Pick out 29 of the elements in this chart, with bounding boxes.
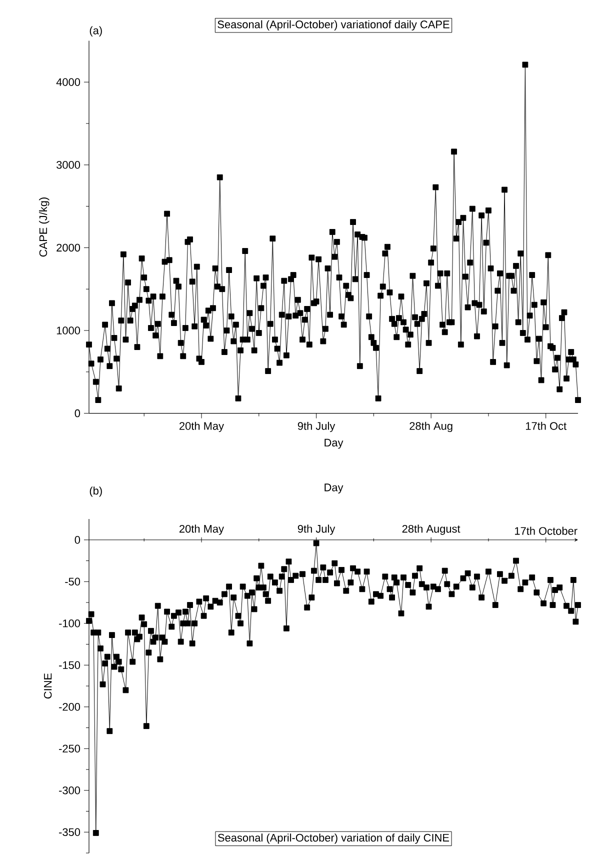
- y-tick-label: 4000: [56, 78, 80, 86]
- text: Seasonal (April-October) variation of daily CINE: [218, 834, 450, 844]
- y-tick-label: 3000: [56, 161, 80, 169]
- x-tick-label: 9th July: [298, 524, 336, 535]
- x-tick-label: 28th August: [402, 524, 460, 535]
- y-tick-label: -350: [59, 828, 80, 836]
- y-tick-label: -250: [59, 744, 80, 753]
- y-tick-label: 0: [74, 536, 80, 544]
- y-tick-label: -200: [59, 703, 80, 711]
- x-axis-title: Day: [324, 484, 344, 494]
- x-tick-label: 17th Oct: [526, 422, 566, 430]
- y-axis-title: CINE: [44, 673, 52, 699]
- y-axis-title: CAPE (J/kg): [39, 198, 50, 257]
- text: (a): [90, 26, 102, 36]
- x-tick-label: 20th May: [180, 524, 224, 535]
- y-tick-label: 2000: [56, 244, 80, 252]
- x-tick-label: 9th July: [298, 422, 336, 432]
- y-tick-label: 1000: [56, 326, 80, 334]
- x-axis-title: Day: [324, 438, 344, 449]
- y-tick-label: -150: [59, 661, 80, 670]
- chart-title: Seasonal (April-October) variationof daily CAPE: [218, 20, 450, 30]
- x-tick-label: 20th May: [180, 422, 224, 432]
- y-tick-label: -50: [65, 578, 80, 586]
- y-tick-label: -300: [59, 786, 80, 794]
- x-tick-label: 17th October: [515, 526, 578, 535]
- text: (b): [90, 486, 102, 497]
- y-tick-label: -100: [59, 620, 80, 628]
- y-tick-label: 0: [74, 409, 80, 418]
- x-tick-label: 28th Aug: [410, 422, 452, 432]
